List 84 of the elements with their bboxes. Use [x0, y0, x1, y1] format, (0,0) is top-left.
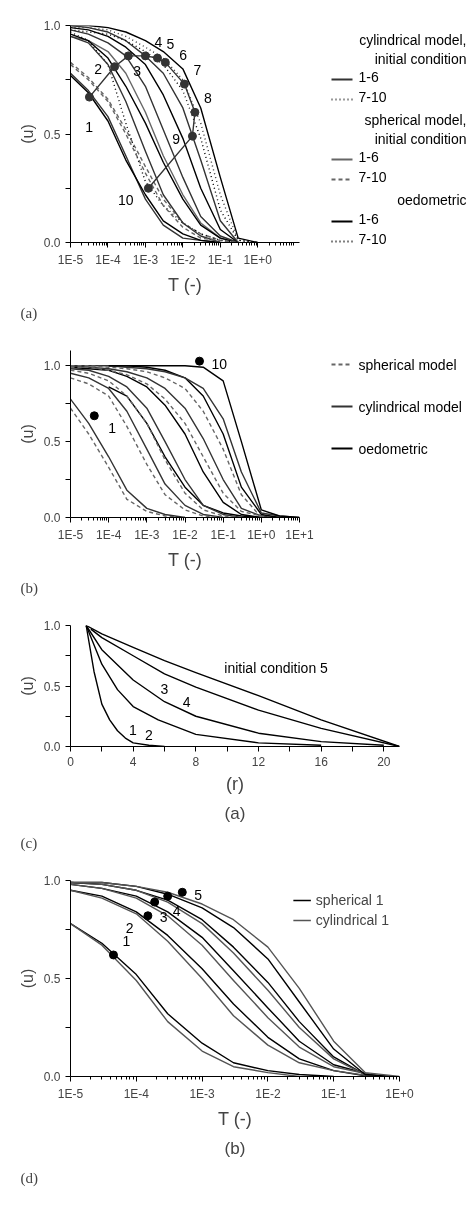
- legend-label: 1-6: [358, 148, 379, 165]
- legend-label: 7-10: [358, 168, 387, 185]
- x-tick-label: 1E-1: [210, 527, 237, 542]
- y-tick-label: 1.0: [43, 619, 61, 633]
- x-tick-label: 1E-4: [95, 252, 121, 267]
- annotation: 1: [129, 721, 138, 738]
- annotation: 2: [145, 726, 154, 743]
- annotation: 6: [179, 47, 188, 64]
- x-tick-label: 1E-2: [255, 1086, 281, 1101]
- y-tick-label: 1.0: [43, 359, 61, 374]
- y-axis-title: (u): [18, 676, 36, 696]
- annotation: initial condition 5: [224, 660, 329, 677]
- x-tick-label: 1E-5: [57, 527, 84, 542]
- legend-label: cylindrical model: [358, 398, 462, 415]
- x-tick-label: 20: [377, 754, 391, 769]
- text: spherical model, initial condition: [364, 111, 467, 147]
- legend-label: 1-6: [358, 210, 379, 227]
- x-tick-label: 1E-3: [189, 1086, 216, 1101]
- legend-label: oedometric: [358, 440, 428, 457]
- annotation: 10: [211, 355, 228, 372]
- text: (b): [224, 1138, 246, 1158]
- annotation: 3: [160, 680, 169, 697]
- y-tick-label: 0.5: [43, 972, 61, 986]
- text: cylindrical model, initial condition: [359, 31, 467, 67]
- y-tick-label: 0.0: [43, 740, 61, 754]
- x-tick-label: 1E-4: [123, 1086, 150, 1101]
- legend-label: cylindrical 1: [315, 912, 389, 928]
- text: (b): [20, 579, 38, 597]
- y-tick-label: 0.0: [43, 1070, 61, 1084]
- annotation: 3: [159, 909, 168, 926]
- y-tick-label: 0.0: [43, 236, 61, 250]
- x-tick-label: 1E-2: [170, 252, 196, 267]
- x-tick-label: 12: [251, 754, 266, 769]
- annotation: 9: [172, 130, 181, 147]
- text: (d): [20, 1169, 38, 1187]
- x-axis-title: T (-): [218, 1108, 252, 1129]
- annotation: 4: [182, 694, 191, 711]
- annotation: 7: [193, 62, 202, 79]
- annotation: 4: [154, 33, 163, 50]
- x-tick-label: 16: [314, 754, 329, 769]
- x-axis-title: T (-): [168, 274, 202, 295]
- x-tick-label: 1E-1: [207, 252, 234, 267]
- y-axis-title: (u): [18, 424, 36, 444]
- legend-label: 7-10: [358, 230, 387, 247]
- x-axis-title: T (-): [168, 549, 202, 570]
- y-tick-label: 1.0: [43, 874, 61, 888]
- x-axis-title: (r): [226, 773, 244, 794]
- annotation: 5: [166, 36, 175, 53]
- y-tick-label: 1.0: [43, 19, 61, 33]
- x-tick-label: 1E+1: [285, 527, 315, 542]
- y-axis-title: (u): [18, 124, 36, 144]
- x-tick-label: 1E-1: [321, 1086, 347, 1101]
- legend-label: spherical 1: [315, 892, 384, 908]
- y-tick-label: 0.5: [43, 679, 61, 694]
- x-tick-label: 1E-5: [57, 1086, 84, 1101]
- annotation: 1: [108, 419, 117, 436]
- annotation: 2: [94, 61, 103, 78]
- text: (a): [20, 304, 38, 322]
- x-tick-label: 1E+0: [385, 1086, 415, 1101]
- text: (c): [20, 834, 38, 852]
- y-axis-title: (u): [18, 968, 36, 989]
- x-tick-label: 1E+0: [243, 252, 273, 267]
- x-tick-label: 1E-2: [172, 527, 198, 542]
- x-tick-label: 8: [192, 754, 200, 769]
- text: (a): [224, 803, 246, 823]
- x-tick-label: 1E-3: [134, 527, 160, 542]
- x-tick-label: 4: [129, 754, 137, 769]
- annotation: 10: [117, 192, 134, 209]
- legend-label: 1-6: [358, 68, 379, 85]
- y-tick-label: 0.0: [43, 511, 61, 525]
- y-tick-label: 0.5: [43, 127, 61, 142]
- text: oedometric: [397, 191, 467, 208]
- x-tick-label: 1E+0: [247, 527, 276, 542]
- y-tick-label: 0.5: [43, 435, 61, 450]
- annotation: 4: [172, 903, 181, 920]
- legend-label: spherical model: [358, 356, 457, 373]
- x-tick-label: 1E-4: [95, 527, 122, 542]
- x-tick-label: 1E-5: [57, 252, 84, 267]
- annotation: 8: [203, 90, 212, 107]
- x-tick-label: 1E-3: [132, 252, 159, 267]
- annotation: 5: [194, 886, 203, 903]
- legend-label: 7-10: [358, 88, 387, 105]
- x-tick-label: 0: [67, 754, 75, 769]
- annotation: 1: [85, 119, 94, 136]
